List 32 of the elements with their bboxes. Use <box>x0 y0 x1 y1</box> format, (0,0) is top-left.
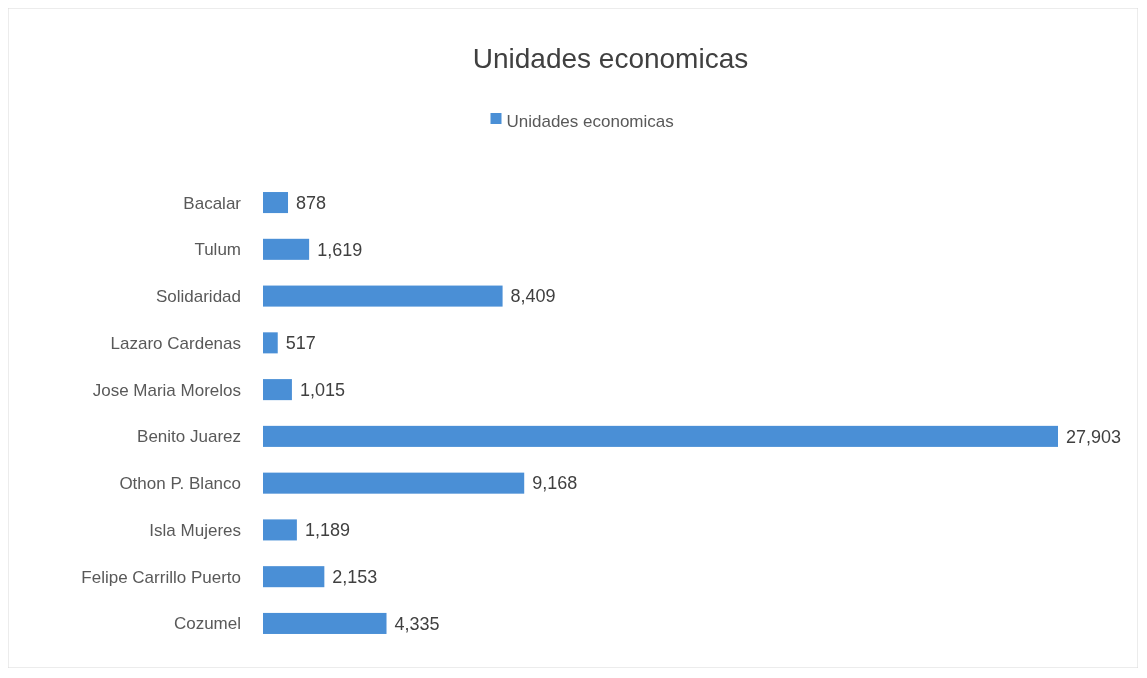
y-tick-label: Othon P. Blanco <box>119 474 241 494</box>
bar <box>263 332 278 354</box>
data-label: 517 <box>285 333 316 354</box>
bar <box>263 472 525 494</box>
data-label: 2,153 <box>332 566 378 587</box>
bar <box>263 566 325 588</box>
legend-label: Unidades economicas <box>506 111 674 131</box>
bar <box>263 238 310 260</box>
chart-title: Unidades economicas <box>472 43 749 74</box>
data-label: 1,189 <box>304 520 350 541</box>
data-label: 27,903 <box>1066 426 1122 447</box>
data-label: 9,168 <box>532 473 578 494</box>
bar <box>263 612 387 634</box>
y-tick-label: Jose Maria Morelos <box>92 380 241 400</box>
y-tick-label: Bacalar <box>183 193 242 213</box>
y-tick-label: Solidaridad <box>155 287 241 307</box>
y-tick-label: Isla Mujeres <box>149 520 241 540</box>
y-tick-label: Felipe Carrillo Puerto <box>81 567 241 587</box>
bar <box>263 425 1058 447</box>
bar <box>263 379 292 401</box>
y-tick-label: Cozumel <box>173 614 241 634</box>
bar <box>263 519 297 541</box>
data-label: 878 <box>296 192 327 213</box>
data-label: 8,409 <box>510 286 556 307</box>
y-tick-label: Benito Juarez <box>137 427 241 447</box>
data-label: 4,335 <box>394 613 440 634</box>
bar <box>263 285 503 307</box>
data-label: 1,015 <box>299 379 345 400</box>
y-tick-label: Tulum <box>194 240 241 260</box>
data-label: 1,619 <box>317 239 363 260</box>
bar <box>263 192 289 214</box>
y-tick-label: Lazaro Cardenas <box>110 333 241 353</box>
